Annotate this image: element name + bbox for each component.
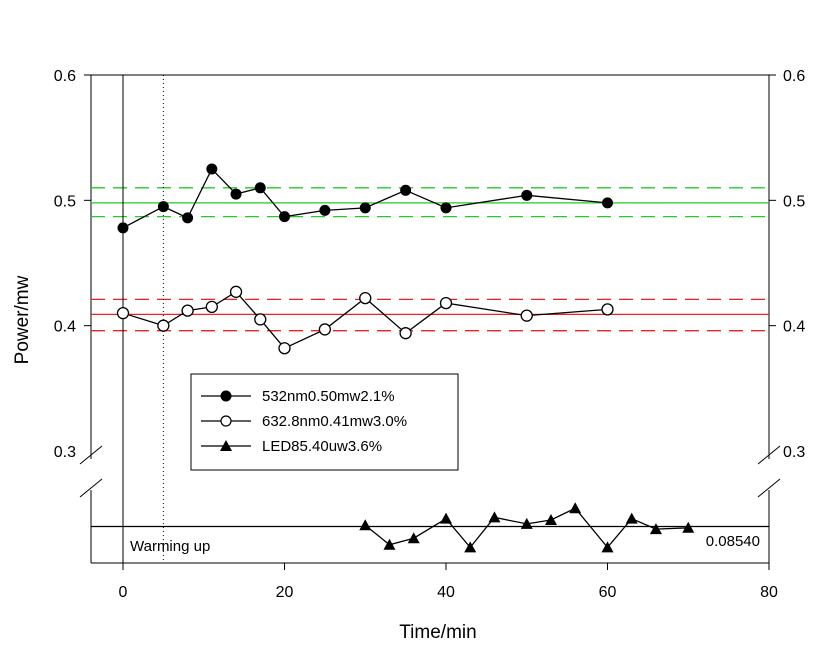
- data-point: [205, 300, 218, 314]
- data-point: [625, 512, 638, 524]
- data-point: [319, 204, 331, 216]
- data-point: [206, 163, 218, 175]
- x-tick-label: 80: [760, 584, 778, 601]
- data-point: [254, 313, 267, 326]
- y-tick-label-right: 0.5: [783, 193, 805, 210]
- data-point: [464, 541, 477, 553]
- x-tick-label: 0: [119, 584, 128, 601]
- x-tick-label: 20: [276, 584, 294, 601]
- data-point: [359, 202, 371, 214]
- y-tick-label-left: 0.4: [54, 319, 76, 336]
- legend-entry-532nm: 532nm0.50mw2.1%: [201, 388, 395, 405]
- y-tick-label-left: 0.5: [54, 193, 76, 210]
- data-point: [157, 319, 170, 332]
- warming-up-annotation: Warming up: [130, 538, 210, 555]
- data-point: [407, 532, 420, 544]
- y-tick-label-left: 0.3: [54, 444, 76, 461]
- right-axis-break-mark-1: [757, 445, 781, 465]
- data-point: [157, 201, 169, 213]
- legend-entry-632nm: 632.8nm0.41mw3.0%: [201, 413, 407, 430]
- y-tick-label-right: 0.3: [783, 444, 805, 461]
- y-tick-label-right: 0.4: [783, 319, 805, 336]
- data-point: [279, 211, 290, 223]
- data-point: [440, 202, 452, 214]
- series-line-0: [122, 167, 608, 229]
- data-point: [229, 285, 243, 298]
- data-point: [569, 502, 582, 514]
- filled-circle-marker-icon: [220, 390, 232, 402]
- left-axis-break-mark-2: [79, 478, 103, 498]
- filled-triangle-marker-icon: [220, 440, 232, 451]
- data-point: [359, 519, 372, 531]
- data-point: [440, 512, 452, 524]
- data-point: [181, 304, 194, 317]
- x-axis-title: Time/min: [399, 622, 476, 643]
- data-point: [521, 189, 533, 201]
- data-point: [182, 212, 194, 224]
- left-axis-break-mark-1: [79, 445, 103, 465]
- open-circle-marker-icon: [220, 415, 232, 427]
- data-point: [254, 182, 266, 194]
- data-point: [399, 327, 412, 340]
- data-point: [117, 222, 129, 234]
- axis-ticks: 0 20 40 60 80 0.3 0.3 0.4 0.4 0.5 0.5 0.6 0.6: [54, 68, 806, 601]
- data-point: [602, 197, 613, 209]
- data-point: [649, 523, 662, 535]
- data-point: [488, 511, 501, 523]
- legend-entry-led: LED85.40uw3.6%: [201, 438, 382, 455]
- reference-lines: [91, 187, 769, 528]
- data-point: [544, 513, 557, 525]
- data-point: [359, 291, 372, 305]
- legend-box: [190, 373, 459, 471]
- legend-label-532nm: 532nm0.50mw2.1%: [262, 388, 395, 405]
- plot-frame: [79, 74, 781, 564]
- data-point: [230, 188, 242, 200]
- data-point: [383, 538, 396, 550]
- legend: 532nm0.50mw2.1% 632.8nm0.41mw3.0% LED85.…: [190, 373, 459, 471]
- data-point: [400, 184, 412, 196]
- legend-label-led: LED85.40uw3.6%: [262, 438, 382, 455]
- y-tick-label-left: 0.6: [54, 68, 76, 85]
- data-point: [601, 303, 614, 316]
- x-tick-label: 60: [599, 584, 617, 601]
- right-axis-break-mark-2: [757, 478, 781, 498]
- led-mean-annotation: 0.08540: [706, 533, 760, 550]
- data-point: [439, 296, 453, 310]
- y-axis-title: Power/mw: [12, 275, 33, 364]
- data-point: [520, 517, 533, 529]
- y-tick-label-right: 0.6: [783, 68, 805, 85]
- data-series: [116, 163, 695, 553]
- x-tick-label: 40: [437, 584, 455, 601]
- data-point: [682, 521, 695, 533]
- data-point: [601, 541, 614, 553]
- data-point: [116, 306, 130, 320]
- data-point: [520, 309, 533, 322]
- legend-label-632nm: 632.8nm0.41mw3.0%: [262, 413, 407, 430]
- data-point: [278, 342, 291, 355]
- data-point: [318, 323, 332, 336]
